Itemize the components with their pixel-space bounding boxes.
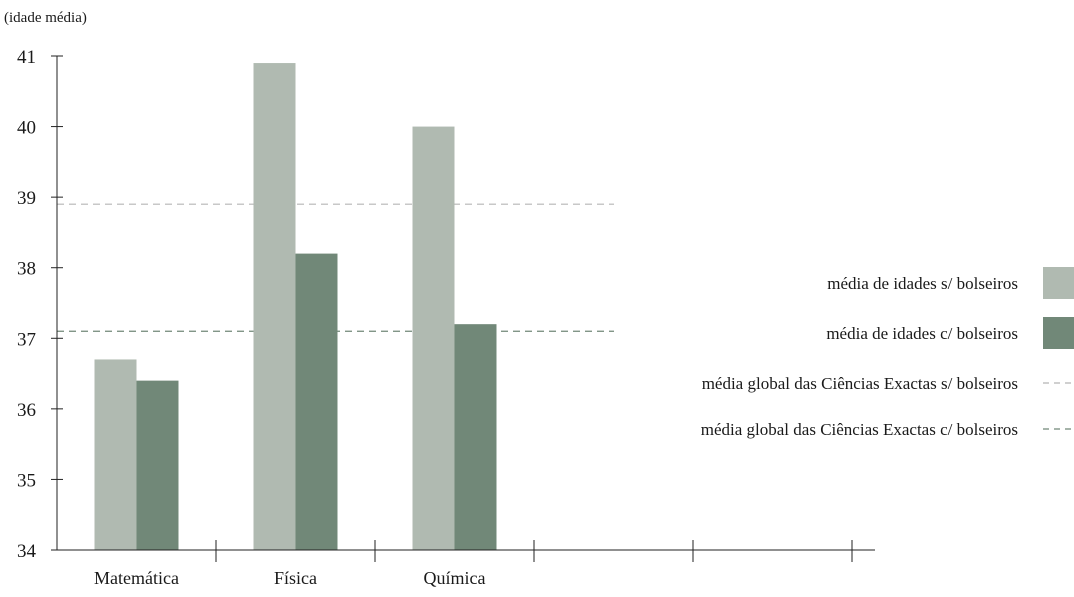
legend-swatch-2	[1043, 317, 1074, 349]
bars	[94, 63, 497, 551]
bar-1-1	[94, 359, 137, 550]
x-tick-label-2: Física	[274, 568, 317, 588]
y-tick-label-39: 39	[17, 188, 36, 209]
bar-2-2	[295, 253, 338, 550]
axes: 34 35 36 37 38 39 40 41 Matemática Física Química	[17, 47, 875, 588]
legend-label-1: média de idades s/ bolseiros	[827, 274, 1018, 293]
x-tick-label-1: Matemática	[94, 568, 179, 588]
legend: média de idades s/ bolseiros média de ida…	[701, 267, 1074, 439]
legend-line-label-2: média global das Ciências Exactas c/ bol…	[701, 420, 1018, 439]
x-tick-label-3: Química	[424, 568, 486, 588]
legend-swatch-1	[1043, 267, 1074, 299]
y-tick-label-40: 40	[17, 118, 36, 139]
bar-2-3	[454, 324, 497, 550]
y-tick-label-35: 35	[17, 470, 36, 491]
legend-line-label-1: média global das Ciências Exactas s/ bol…	[702, 374, 1018, 393]
y-tick-label-37: 37	[17, 329, 36, 350]
bar-1-2	[253, 63, 296, 551]
bar-2-1	[136, 380, 179, 550]
y-tick-label-38: 38	[17, 259, 36, 280]
y-axis-label: (idade média)	[4, 10, 87, 26]
legend-label-2: média de idades c/ bolseiros	[826, 324, 1018, 343]
y-tick-label-41: 41	[17, 47, 36, 68]
y-tick-label-36: 36	[17, 400, 36, 421]
y-tick-label-34: 34	[17, 541, 37, 562]
bar-1-3	[412, 126, 455, 551]
